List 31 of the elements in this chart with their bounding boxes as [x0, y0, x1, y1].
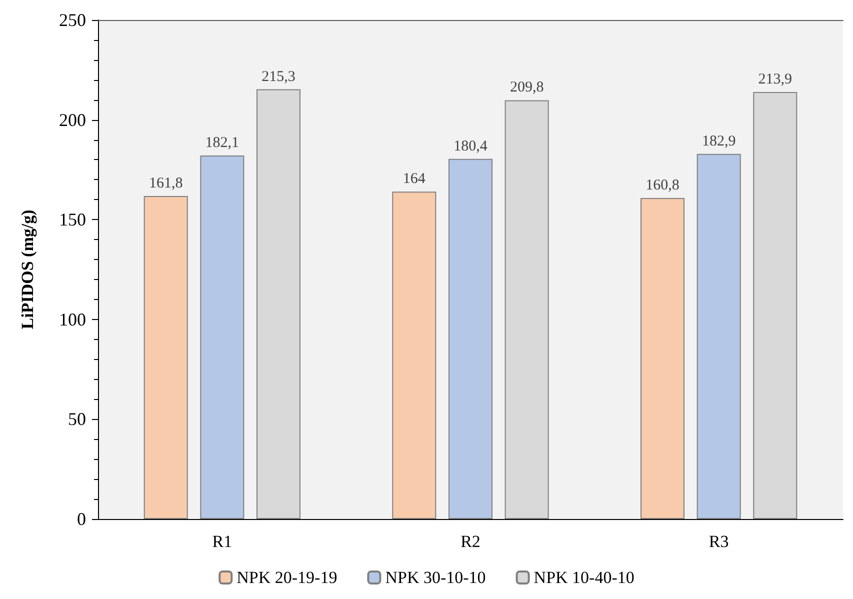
bar	[504, 100, 549, 519]
bar	[753, 92, 798, 519]
x-tick-label: R1	[212, 532, 232, 551]
legend-label: NPK 30-10-10	[385, 568, 486, 587]
data-label: 180,4	[454, 138, 488, 154]
y-tick-label: 100	[59, 309, 86, 330]
bar	[696, 154, 741, 519]
bar	[256, 89, 300, 519]
bar	[448, 158, 492, 519]
y-tick-label: 150	[59, 210, 86, 230]
legend-label: NPK 10-40-10	[534, 568, 634, 587]
x-tick-label: R3	[708, 532, 729, 551]
x-tick-label: R2	[460, 532, 480, 551]
data-label: 182,1	[205, 135, 240, 152]
y-tick-label: 0	[77, 509, 86, 529]
y-axis-title: LiPIDOS (mg/g)	[18, 210, 37, 330]
bar	[640, 198, 685, 519]
data-label: 213,9	[758, 72, 792, 88]
y-tick-label: 50	[68, 409, 86, 430]
bar	[200, 156, 244, 519]
y-tick-label: 200	[59, 110, 86, 130]
y-tick-label: 250	[59, 10, 86, 30]
data-label: 209,8	[510, 80, 544, 96]
data-label: 164	[402, 171, 426, 188]
bar	[392, 192, 436, 519]
bar	[144, 196, 188, 519]
data-label: 161,8	[148, 176, 183, 192]
data-label: 215,3	[262, 68, 296, 85]
legend-label: NPK 20-19-19	[236, 568, 338, 587]
data-label: 160,8	[646, 178, 680, 194]
data-label: 182,9	[702, 133, 736, 150]
